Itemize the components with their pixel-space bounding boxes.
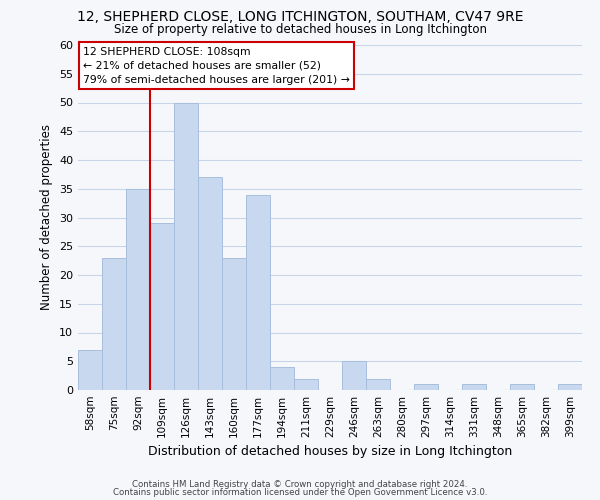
Text: Contains public sector information licensed under the Open Government Licence v3: Contains public sector information licen…: [113, 488, 487, 497]
Bar: [510, 384, 534, 390]
Text: Size of property relative to detached houses in Long Itchington: Size of property relative to detached ho…: [113, 22, 487, 36]
Text: Contains HM Land Registry data © Crown copyright and database right 2024.: Contains HM Land Registry data © Crown c…: [132, 480, 468, 489]
Bar: [102, 258, 126, 390]
Bar: [246, 194, 270, 390]
Bar: [558, 384, 582, 390]
Bar: [342, 361, 366, 390]
Bar: [222, 258, 246, 390]
X-axis label: Distribution of detached houses by size in Long Itchington: Distribution of detached houses by size …: [148, 446, 512, 458]
Bar: [294, 378, 318, 390]
Text: 12, SHEPHERD CLOSE, LONG ITCHINGTON, SOUTHAM, CV47 9RE: 12, SHEPHERD CLOSE, LONG ITCHINGTON, SOU…: [77, 10, 523, 24]
Bar: [126, 188, 150, 390]
Bar: [270, 367, 294, 390]
Bar: [150, 223, 174, 390]
Bar: [462, 384, 486, 390]
Bar: [414, 384, 438, 390]
Bar: [174, 102, 198, 390]
Bar: [78, 350, 102, 390]
Y-axis label: Number of detached properties: Number of detached properties: [40, 124, 53, 310]
Bar: [198, 178, 222, 390]
Bar: [366, 378, 390, 390]
Text: 12 SHEPHERD CLOSE: 108sqm
← 21% of detached houses are smaller (52)
79% of semi-: 12 SHEPHERD CLOSE: 108sqm ← 21% of detac…: [83, 46, 350, 84]
